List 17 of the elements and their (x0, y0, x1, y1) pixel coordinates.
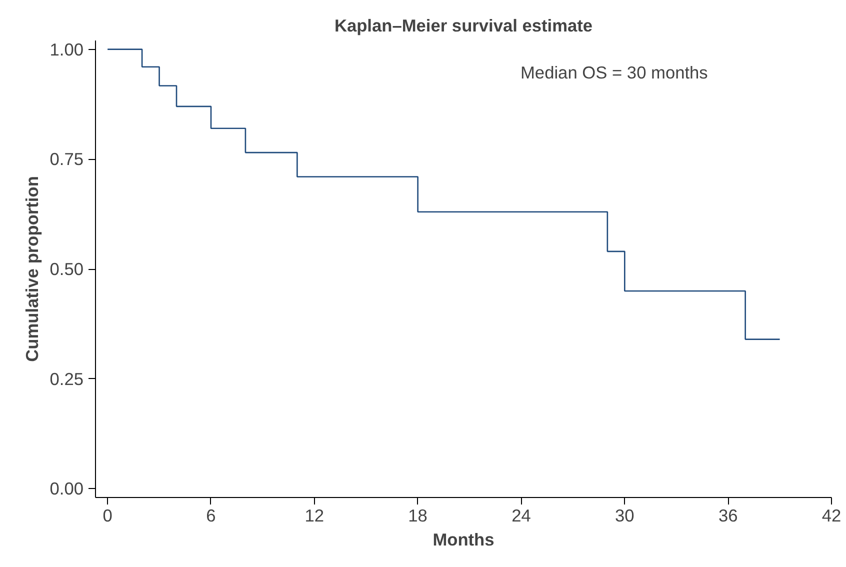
y-axis-title: Cumulative proportion (22, 176, 42, 362)
y-tick-label: 0.75 (50, 149, 84, 170)
y-tick-label: 1.00 (50, 39, 84, 60)
y-tick-label: 0.25 (50, 368, 84, 389)
x-tick-label: 0 (102, 506, 112, 526)
x-tick-label: 30 (615, 506, 634, 526)
x-tick-label: 6 (206, 506, 216, 526)
x-tick-label: 42 (822, 506, 842, 526)
y-tick-label: 0.00 (50, 478, 84, 499)
x-tick-label: 12 (304, 506, 324, 526)
y-tick-label: 0.50 (50, 259, 84, 279)
x-tick-label: 24 (512, 506, 532, 526)
chart-title: Kaplan–Meier survival estimate (334, 16, 593, 36)
x-tick-label: 36 (718, 506, 738, 526)
annotation: Median OS = 30 months (520, 62, 708, 82)
x-axis-title: Months (432, 530, 494, 550)
x-tick-label: 18 (408, 506, 428, 526)
